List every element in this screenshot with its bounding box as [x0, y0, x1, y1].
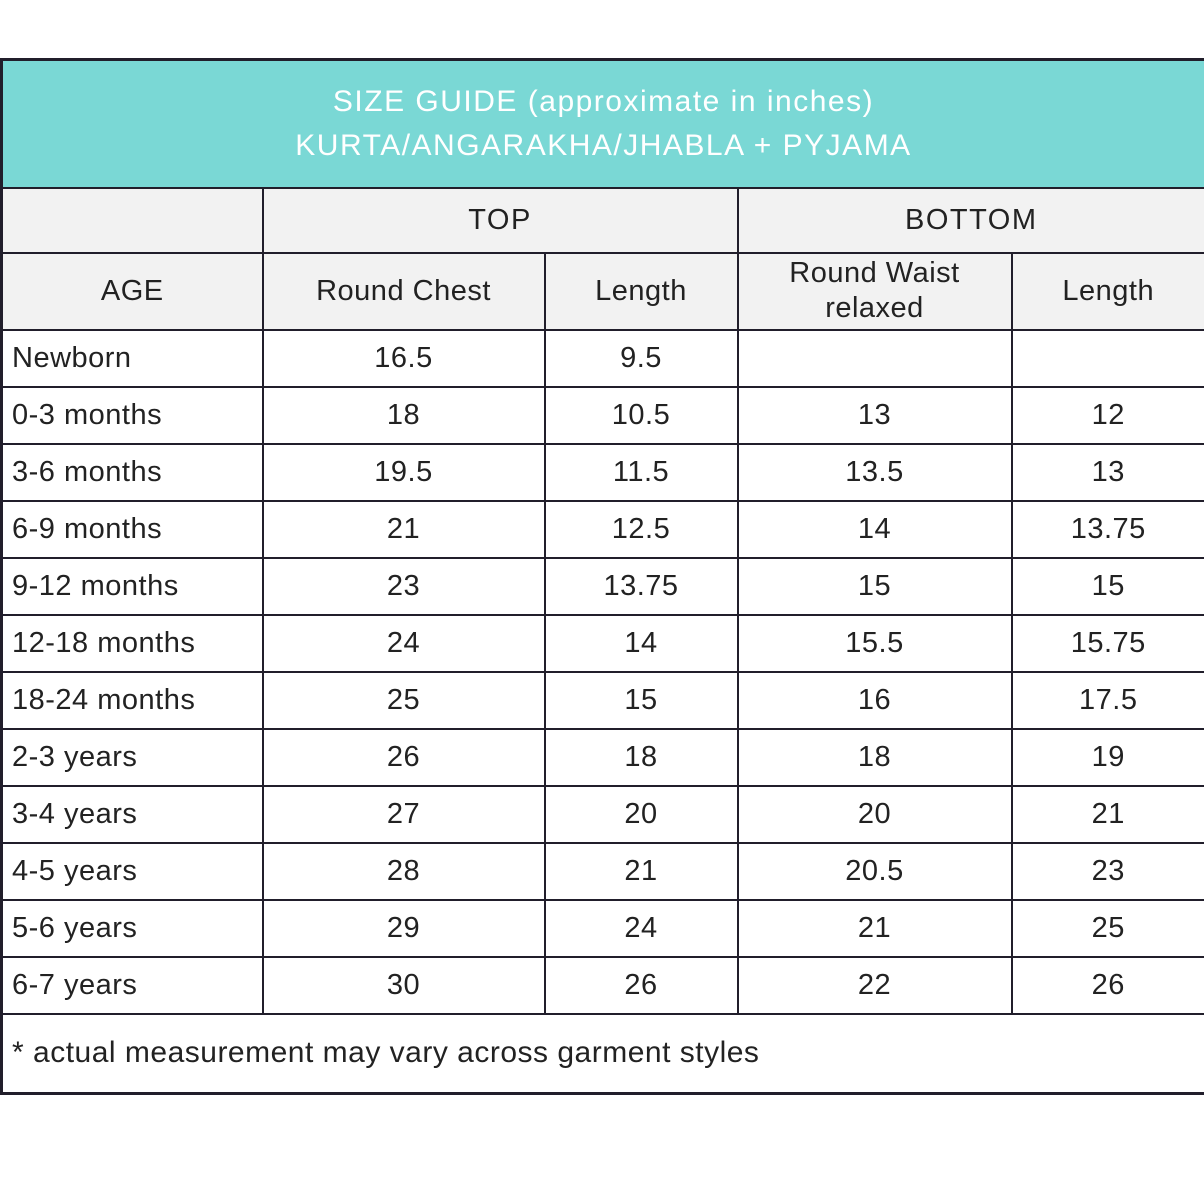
cell-round-chest: 21 — [261, 499, 546, 559]
cell-top-length: 20 — [543, 784, 739, 844]
column-header-bottom-length: Length — [1010, 251, 1204, 331]
cell-bottom-length: 12 — [1010, 385, 1204, 445]
cell-bottom-length: 13.75 — [1010, 499, 1204, 559]
title-line-1: SIZE GUIDE (approximate in inches) — [332, 85, 875, 119]
footnote: * actual measurement may vary across gar… — [0, 1012, 1204, 1095]
group-header-row: TOP BOTTOM — [0, 186, 1204, 254]
table-row: 12-18 months 24 14 15.5 15.75 — [0, 613, 1204, 673]
size-rows: Newborn 16.5 9.5 0-3 months 18 10.5 13 12 3-6 mo… — [0, 328, 1204, 1015]
cell-bottom-length: 23 — [1010, 841, 1204, 901]
cell-round-chest: 25 — [261, 670, 546, 730]
table-row: Newborn 16.5 9.5 — [0, 328, 1204, 388]
cell-age: 6-7 years — [0, 955, 264, 1015]
cell-round-waist: 20.5 — [736, 841, 1013, 901]
cell-round-chest: 26 — [261, 727, 546, 787]
cell-age: Newborn — [0, 328, 264, 388]
size-guide-table: SIZE GUIDE (approximate in inches) KURTA… — [0, 58, 1204, 1095]
group-header-top: TOP — [261, 186, 739, 254]
cell-round-waist: 13 — [736, 385, 1013, 445]
cell-round-waist: 21 — [736, 898, 1013, 958]
table-row: 9-12 months 23 13.75 15 15 — [0, 556, 1204, 616]
cell-age: 9-12 months — [0, 556, 264, 616]
cell-round-chest: 19.5 — [261, 442, 546, 502]
cell-top-length: 18 — [543, 727, 739, 787]
cell-top-length: 10.5 — [543, 385, 739, 445]
cell-age: 5-6 years — [0, 898, 264, 958]
cell-top-length: 9.5 — [543, 328, 739, 388]
cell-age: 3-6 months — [0, 442, 264, 502]
cell-round-chest: 28 — [261, 841, 546, 901]
table-row: 4-5 years 28 21 20.5 23 — [0, 841, 1204, 901]
cell-round-waist: 15.5 — [736, 613, 1013, 673]
cell-round-chest: 24 — [261, 613, 546, 673]
table-title: SIZE GUIDE (approximate in inches) KURTA… — [0, 58, 1204, 189]
cell-round-chest: 16.5 — [261, 328, 546, 388]
cell-round-waist: 18 — [736, 727, 1013, 787]
cell-bottom-length: 21 — [1010, 784, 1204, 844]
table-row: 5-6 years 29 24 21 25 — [0, 898, 1204, 958]
cell-top-length: 12.5 — [543, 499, 739, 559]
cell-round-waist: 20 — [736, 784, 1013, 844]
footnote-row: * actual measurement may vary across gar… — [0, 1012, 1204, 1095]
table-row: 3-6 months 19.5 11.5 13.5 13 — [0, 442, 1204, 502]
table-row: 2-3 years 26 18 18 19 — [0, 727, 1204, 787]
table-row: 6-9 months 21 12.5 14 13.75 — [0, 499, 1204, 559]
cell-round-chest: 27 — [261, 784, 546, 844]
column-header-age: AGE — [0, 251, 264, 331]
cell-age: 3-4 years — [0, 784, 264, 844]
cell-top-length: 15 — [543, 670, 739, 730]
table-row: 3-4 years 27 20 20 21 — [0, 784, 1204, 844]
cell-top-length: 11.5 — [543, 442, 739, 502]
cell-top-length: 14 — [543, 613, 739, 673]
cell-age: 0-3 months — [0, 385, 264, 445]
column-header-round-waist: Round Waist relaxed — [736, 251, 1013, 331]
column-header-row: AGE Round Chest Length Round Waist relax… — [0, 251, 1204, 331]
cell-round-waist: 16 — [736, 670, 1013, 730]
cell-round-waist: 13.5 — [736, 442, 1013, 502]
cell-bottom-length: 25 — [1010, 898, 1204, 958]
cell-top-length: 21 — [543, 841, 739, 901]
cell-bottom-length: 17.5 — [1010, 670, 1204, 730]
cell-bottom-length: 19 — [1010, 727, 1204, 787]
table-row: 0-3 months 18 10.5 13 12 — [0, 385, 1204, 445]
cell-bottom-length: 26 — [1010, 955, 1204, 1015]
column-header-round-chest: Round Chest — [261, 251, 546, 331]
cell-top-length: 13.75 — [543, 556, 739, 616]
column-header-top-length: Length — [543, 251, 739, 331]
cell-round-waist — [736, 328, 1013, 388]
table-row: 18-24 months 25 15 16 17.5 — [0, 670, 1204, 730]
cell-bottom-length: 13 — [1010, 442, 1204, 502]
group-header-empty — [0, 186, 264, 254]
cell-age: 4-5 years — [0, 841, 264, 901]
cell-bottom-length — [1010, 328, 1204, 388]
cell-round-chest: 29 — [261, 898, 546, 958]
cell-top-length: 24 — [543, 898, 739, 958]
cell-age: 6-9 months — [0, 499, 264, 559]
cell-round-chest: 30 — [261, 955, 546, 1015]
cell-bottom-length: 15.75 — [1010, 613, 1204, 673]
cell-round-waist: 15 — [736, 556, 1013, 616]
title-row: SIZE GUIDE (approximate in inches) KURTA… — [0, 58, 1204, 189]
title-line-2: KURTA/ANGARAKHA/JHABLA + PYJAMA — [295, 128, 912, 162]
cell-bottom-length: 15 — [1010, 556, 1204, 616]
cell-age: 18-24 months — [0, 670, 264, 730]
cell-round-chest: 18 — [261, 385, 546, 445]
cell-round-waist: 22 — [736, 955, 1013, 1015]
cell-age: 2-3 years — [0, 727, 264, 787]
cell-age: 12-18 months — [0, 613, 264, 673]
size-guide-page: SIZE GUIDE (approximate in inches) KURTA… — [0, 58, 1204, 1095]
cell-round-waist: 14 — [736, 499, 1013, 559]
group-header-bottom: BOTTOM — [736, 186, 1204, 254]
table-row: 6-7 years 30 26 22 26 — [0, 955, 1204, 1015]
cell-top-length: 26 — [543, 955, 739, 1015]
cell-round-chest: 23 — [261, 556, 546, 616]
